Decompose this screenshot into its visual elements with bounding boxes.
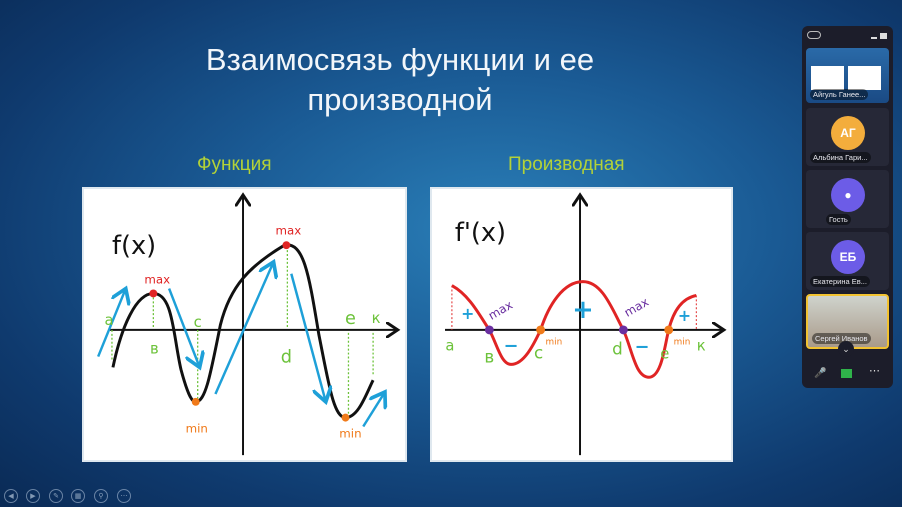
function-label: f(x)	[112, 231, 156, 261]
plus-sign: +	[572, 295, 593, 325]
point-label: d	[281, 347, 292, 367]
min-point	[191, 397, 200, 406]
participant-name: Екатерина Ев...	[810, 276, 870, 287]
derivative-curve	[451, 280, 697, 379]
point-label: e	[660, 345, 669, 362]
pip-icon[interactable]	[807, 31, 821, 39]
derivative-label: f'(x)	[455, 218, 506, 248]
max-point	[484, 325, 494, 335]
min-point	[341, 413, 350, 422]
pen-icon[interactable]: ✎	[49, 489, 63, 503]
min-label: min	[674, 338, 691, 348]
participant-tile[interactable]: ЕБ Екатерина Ев...	[806, 232, 889, 290]
point-label: e	[345, 309, 356, 329]
derivative-graph: f'(x) + − + − + max max min min a в c d e к	[430, 187, 733, 462]
more-icon[interactable]: ⋯	[117, 489, 131, 503]
max-label: max	[622, 295, 651, 320]
participant-tile[interactable]: ● Гость	[806, 170, 889, 228]
max-point	[618, 325, 628, 335]
participant-name: Сергей Иванов	[812, 333, 871, 344]
min-label: min	[186, 421, 208, 435]
max-point	[282, 241, 291, 250]
point-label: в	[484, 346, 494, 366]
slide-title: Взаимосвязь функции и ее производной	[205, 42, 595, 117]
min-label: min	[546, 338, 563, 348]
participant-video[interactable]: Сергей Иванов	[806, 294, 889, 349]
point-label: к	[697, 338, 706, 355]
plus-sign: +	[461, 304, 474, 323]
maximize-icon[interactable]	[880, 33, 887, 39]
plus-sign: +	[678, 306, 691, 325]
min-point	[664, 325, 674, 335]
max-label: max	[486, 298, 515, 323]
zoom-icon[interactable]: ⚲	[94, 489, 108, 503]
max-point	[149, 289, 158, 298]
participant-tile[interactable]: Айгуль Ганее...	[806, 48, 889, 103]
min-point	[536, 325, 546, 335]
video-call-sidebar: Айгуль Ганее... АГ Альбина Гари... ● Гос…	[802, 26, 893, 388]
participant-tile[interactable]: АГ Альбина Гари...	[806, 108, 889, 166]
more-icon[interactable]: ⋯	[869, 365, 880, 377]
derivative-heading: Производная	[508, 154, 625, 175]
point-label: a	[445, 338, 454, 355]
mic-off-icon[interactable]: 🎤	[814, 368, 827, 379]
avatar: АГ	[831, 116, 865, 150]
point-label: a	[104, 312, 113, 329]
participant-name: Гость	[826, 214, 851, 225]
point-label: в	[150, 341, 159, 358]
previous-icon[interactable]: ◀	[4, 489, 18, 503]
point-label: к	[372, 310, 381, 327]
point-label: c	[534, 342, 543, 362]
avatar: ЕБ	[831, 240, 865, 274]
user-icon: ●	[831, 178, 865, 212]
point-label: d	[612, 339, 623, 359]
point-label: c	[194, 314, 202, 331]
minimize-icon[interactable]	[871, 37, 877, 39]
participant-name: Айгуль Ганее...	[810, 89, 869, 100]
next-icon[interactable]: ▶	[26, 489, 40, 503]
function-heading: Функция	[197, 154, 272, 175]
slides-icon[interactable]: ▦	[71, 489, 85, 503]
minus-sign: −	[504, 337, 519, 357]
max-label: max	[144, 273, 170, 287]
participant-name: Альбина Гари...	[810, 152, 871, 163]
min-label: min	[339, 426, 361, 440]
trend-arrows	[97, 262, 385, 428]
minus-sign: −	[635, 338, 650, 358]
screen-share-icon[interactable]	[841, 369, 852, 378]
chevron-down-icon[interactable]: ⌄	[838, 341, 854, 357]
max-label: max	[275, 223, 301, 237]
